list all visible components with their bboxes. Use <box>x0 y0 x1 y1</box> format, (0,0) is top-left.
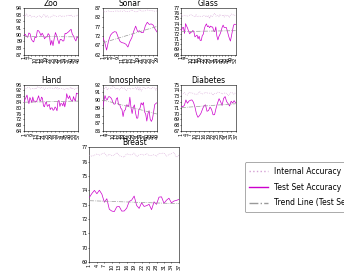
Title: Diabetes: Diabetes <box>192 76 226 85</box>
Title: Breast: Breast <box>122 138 147 147</box>
Title: Zoo: Zoo <box>44 0 58 8</box>
Title: Hand: Hand <box>41 76 61 85</box>
Legend: Internal Accuracy, Test Set Accuracy, Trend Line (Test Set): Internal Accuracy, Test Set Accuracy, Tr… <box>245 162 344 212</box>
Title: Glass: Glass <box>198 0 219 8</box>
Title: Ionosphere: Ionosphere <box>109 76 151 85</box>
Title: Sonar: Sonar <box>119 0 141 8</box>
